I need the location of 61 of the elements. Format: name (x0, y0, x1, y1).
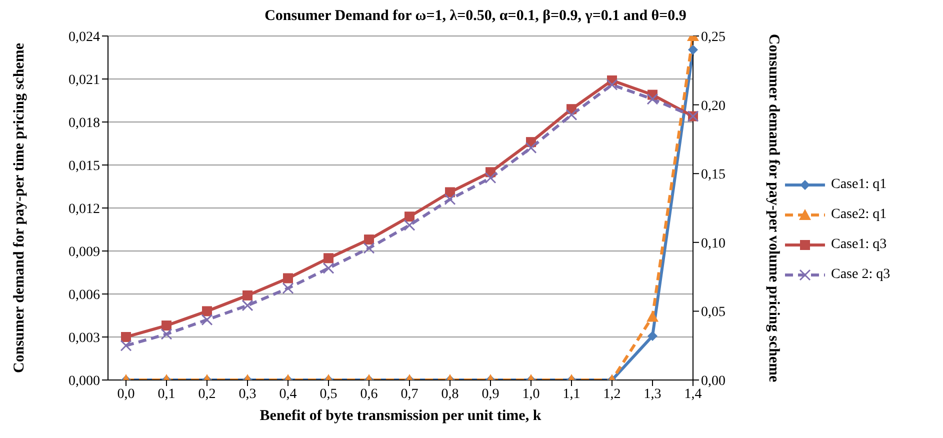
point (484, 172, 496, 184)
y2-tick-label: 0,00 (701, 374, 726, 389)
y-tick-label: 0,021 (68, 72, 100, 88)
point (404, 212, 414, 222)
point (363, 242, 375, 254)
y2-tick-label: 0,25 (701, 30, 726, 45)
y2-tick-label: 0,05 (701, 305, 726, 320)
point (324, 253, 334, 264)
x-tick-label: 0,5 (320, 386, 338, 402)
x-tick-label: 0,4 (279, 386, 297, 402)
x-tick-label: 1,4 (684, 386, 702, 402)
point (404, 219, 416, 231)
x-tick-label: 0,0 (117, 386, 135, 402)
x-tick-label: 0,2 (198, 386, 216, 402)
x-axis-title: Benefit of byte transmission per unit time, k (260, 408, 542, 424)
x-tick-label: 0,9 (482, 386, 500, 402)
point (322, 262, 334, 274)
y2-tick-label: 0,20 (701, 98, 726, 114)
point (606, 78, 618, 90)
point (283, 273, 293, 284)
point (121, 332, 131, 342)
x-tick-label: 0,3 (238, 386, 256, 402)
legend-label: Case2: q1 (831, 207, 887, 223)
point (242, 290, 252, 300)
legend-label: Case1: q1 (831, 177, 887, 193)
chart-title: Consumer Demand for ω=1, λ=0.50, α=0.1, β=0.9, γ=0.1 and θ=0.9 (264, 8, 688, 26)
x-tick-label: 0,7 (400, 386, 418, 402)
y-tick-label: 0,003 (68, 330, 100, 346)
point (282, 282, 294, 294)
legend-label: Case1: q3 (831, 237, 887, 253)
y2-axis-title: Consumer demand for pay-per volume pricing scheme (766, 34, 782, 383)
y-tick-label: 0,012 (68, 202, 100, 217)
point (525, 142, 537, 154)
x-tick-label: 1,0 (522, 386, 540, 402)
y-tick-label: 0,000 (68, 374, 100, 389)
x-tick-label: 1,3 (644, 386, 662, 402)
x-tick-label: 0,1 (158, 386, 176, 402)
point (201, 314, 213, 326)
x-tick-label: 0,8 (441, 386, 459, 402)
point (160, 328, 172, 340)
y-tick-label: 0,015 (68, 158, 100, 174)
point (364, 234, 374, 245)
point (202, 306, 212, 316)
point (242, 300, 254, 312)
y-axis-title: Consumer demand for pay-per time pricing scheme (11, 42, 28, 373)
y2-tick-label: 0,10 (701, 236, 726, 252)
y-tick-label: 0,006 (68, 288, 100, 303)
point (566, 109, 578, 121)
legend-label: Case 2: q3 (831, 267, 890, 283)
point (162, 320, 172, 331)
point (444, 194, 456, 206)
y-tick-label: 0,024 (68, 30, 100, 45)
x-tick-label: 0,6 (360, 386, 378, 402)
y2-tick-label: 0,15 (701, 168, 726, 183)
x-tick-label: 1,2 (603, 386, 621, 402)
point (120, 340, 132, 352)
y-tick-label: 0,018 (68, 116, 100, 131)
y-tick-label: 0,009 (68, 244, 100, 260)
point (646, 310, 658, 322)
x-tick-label: 1,1 (562, 386, 580, 402)
point (646, 93, 658, 105)
